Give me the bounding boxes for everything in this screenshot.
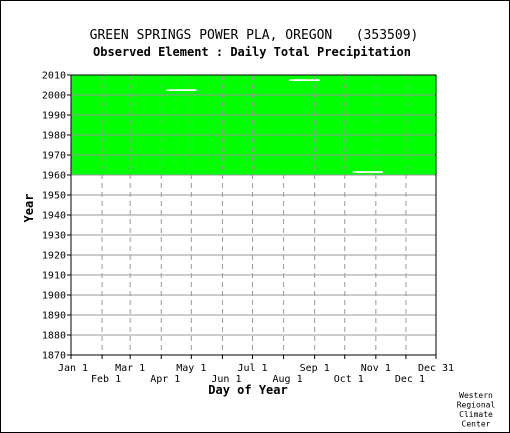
credit-line: Western (459, 391, 493, 400)
y-tick-label: 1960 (42, 171, 66, 182)
y-tick-label: 1990 (42, 111, 66, 122)
missing-data-segment (352, 171, 383, 173)
chart-title: GREEN SPRINGS POWER PLA, OREGON (353509) (90, 28, 419, 43)
y-tick-label: 1890 (42, 311, 66, 322)
missing-data-segment (166, 89, 197, 91)
missing-data-layer (166, 79, 383, 177)
x-tick-label: Feb 1 (91, 374, 121, 385)
y-tick-label: 1980 (42, 131, 66, 142)
data-coverage-layer (71, 75, 436, 175)
x-tick-label: Sep 1 (300, 363, 330, 374)
x-tick-label: Mar 1 (115, 363, 145, 374)
y-tick-label: 1950 (42, 191, 66, 202)
x-tick-label: Oct 1 (334, 374, 364, 385)
y-axis-ticks: 1870 1880 1890 1900 1910 1920 1930 1940 1950 1960… (42, 71, 71, 362)
y-tick-label: 2010 (42, 71, 66, 82)
y-tick-label: 1970 (42, 151, 66, 162)
missing-data-segment (289, 79, 320, 81)
missing-data-segment (338, 175, 353, 177)
credit-line: Climate (459, 410, 493, 419)
x-axis-label: Day of Year (208, 383, 287, 397)
y-tick-label: 1930 (42, 231, 66, 242)
y-tick-label: 1910 (42, 271, 66, 282)
x-tick-label: Nov 1 (361, 363, 391, 374)
y-tick-label: 2000 (42, 91, 66, 102)
y-tick-label: 1900 (42, 291, 66, 302)
y-tick-label: 1920 (42, 251, 66, 262)
x-tick-label: Jun 1 (211, 374, 241, 385)
x-tick-label: Apr 1 (150, 374, 180, 385)
chart-subtitle: Observed Element : Daily Total Precipita… (93, 45, 411, 59)
data-coverage-block (71, 75, 436, 175)
x-tick-label: May 1 (176, 363, 206, 374)
y-tick-label: 1870 (42, 351, 66, 362)
x-tick-label: Jul 1 (237, 363, 267, 374)
y-tick-label: 1940 (42, 211, 66, 222)
y-axis-label: Year (22, 194, 36, 223)
credit-line: Regional (457, 401, 496, 410)
credit-line: Center (462, 420, 491, 429)
x-tick-label: Aug 1 (273, 374, 303, 385)
x-axis-ticks: Jan 1 Mar 1 May 1 Jul 1 Sep 1 Nov 1 Dec 31 Feb … (58, 355, 454, 385)
x-tick-label: Dec 31 (418, 363, 454, 374)
y-tick-label: 1880 (42, 331, 66, 342)
x-tick-label: Jan 1 (58, 363, 88, 374)
x-tick-label: Dec 1 (395, 374, 425, 385)
